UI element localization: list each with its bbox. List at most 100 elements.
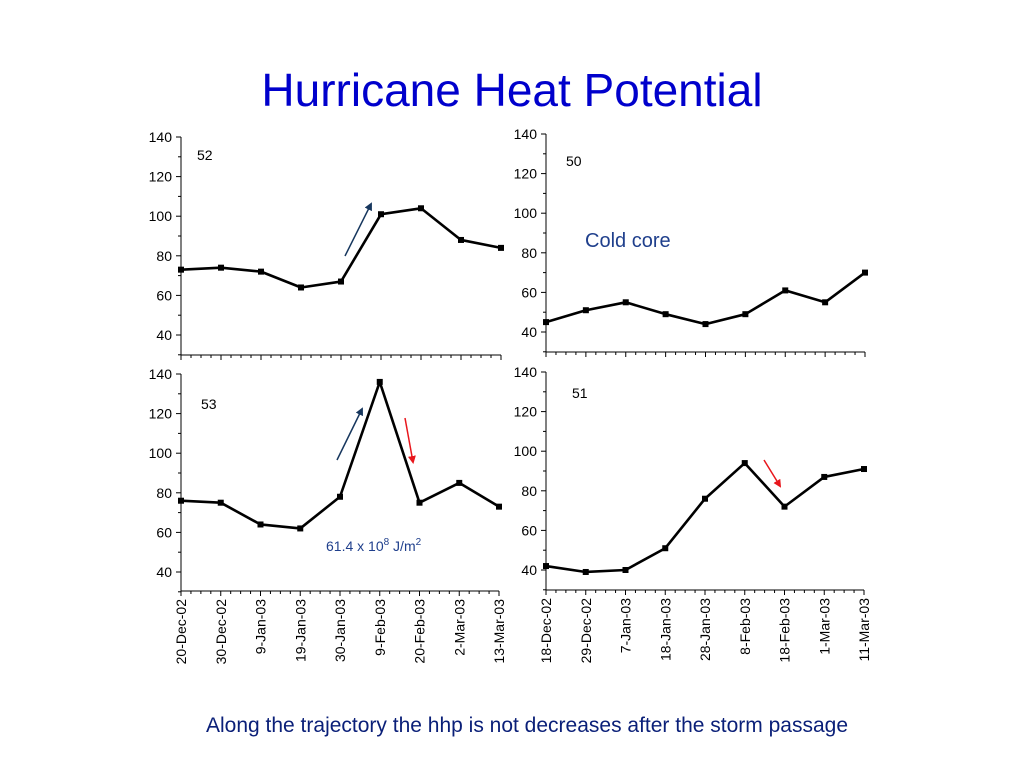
x-tick-label: 28-Jan-03: [697, 598, 713, 661]
slide-title: Hurricane Heat Potential: [261, 64, 763, 116]
x-tick-label: 18-Jan-03: [657, 598, 673, 661]
data-point: [702, 495, 708, 502]
data-point: [458, 236, 464, 243]
data-point: [416, 499, 423, 506]
y-tick-label: 40: [521, 562, 537, 578]
y-tick-label: 120: [149, 169, 173, 185]
data-point: [781, 503, 788, 510]
blue-up-arrow: [336, 407, 363, 461]
y-tick-label: 60: [156, 524, 172, 540]
y-tick-label: 120: [149, 406, 173, 422]
y-tick-label: 80: [156, 248, 172, 264]
panel-52: 40 60 80 100 120 140 52: [149, 129, 504, 360]
red-down-arrow: [763, 459, 782, 488]
series-line: [545, 461, 865, 574]
panel-label: 52: [197, 147, 213, 163]
panel-label: 51: [572, 385, 588, 401]
x-tick-label: 13-Mar-03: [491, 599, 507, 664]
data-point: [218, 264, 224, 271]
data-point: [178, 266, 184, 273]
x-tick-label: 2-Mar-03: [451, 599, 467, 656]
x-tick-label: 20-Dec-02: [173, 599, 189, 665]
x-tick-label: 29-Dec-02: [578, 598, 594, 664]
x-tick-label: 9-Feb-03: [372, 599, 388, 656]
data-point: [456, 479, 463, 486]
y-tick-label: 100: [514, 205, 538, 221]
data-point: [298, 284, 304, 291]
x-tick-label: 20-Feb-03: [412, 599, 428, 664]
x-tick-label: 7-Jan-03: [618, 598, 634, 653]
data-point: [582, 307, 589, 314]
data-point: [257, 521, 264, 528]
data-point: [258, 268, 264, 275]
data-point: [861, 466, 867, 473]
x-tick-label: 18-Feb-03: [777, 598, 793, 663]
y-tick-label: 60: [521, 284, 537, 300]
y-tick-label: 80: [521, 245, 537, 261]
panel-50: 40 60 80 100 120 140 50 Cold core: [514, 126, 868, 357]
energy-value: 61.4 x 10: [326, 538, 384, 554]
y-tick-label: 100: [149, 445, 173, 461]
red-down-arrow: [404, 417, 416, 464]
y-tick-label: 40: [156, 564, 172, 580]
data-point: [496, 503, 502, 510]
data-point: [622, 299, 629, 306]
y-tick-label: 100: [514, 443, 538, 459]
y-tick-label: 120: [514, 404, 538, 420]
x-tick-label: 30-Jan-03: [332, 599, 348, 662]
y-tick-label: 100: [149, 208, 173, 224]
data-point: [297, 525, 304, 532]
data-point: [376, 378, 383, 385]
y-tick-label: 120: [514, 166, 538, 182]
data-point: [178, 497, 184, 504]
energy-unit-exponent: 2: [416, 537, 422, 548]
y-tick-label: 40: [521, 324, 537, 340]
data-point: [498, 244, 504, 251]
x-tick-label: 18-Dec-02: [538, 598, 554, 664]
y-tick-label: 140: [149, 366, 173, 382]
slide-caption: Along the trajectory the hhp is not decr…: [205, 714, 849, 737]
y-tick-label: 60: [156, 287, 172, 303]
x-tick-label: 11-Mar-03: [856, 598, 872, 662]
data-point: [822, 299, 829, 306]
energy-exponent: 8: [384, 537, 390, 548]
data-point: [418, 205, 424, 212]
x-tick-label: 19-Jan-03: [292, 599, 308, 662]
x-tick-label: 30-Dec-02: [213, 599, 229, 665]
data-point: [337, 493, 343, 500]
data-point: [582, 568, 589, 575]
data-point: [741, 460, 748, 467]
data-point: [662, 311, 669, 318]
x-tick-label: 9-Jan-03: [253, 599, 269, 654]
energy-unit: J/m: [389, 538, 415, 554]
panel-label: 53: [201, 396, 217, 412]
data-point: [782, 287, 789, 294]
panel-label: 50: [566, 153, 582, 169]
data-point: [862, 269, 868, 276]
x-tick-label: 8-Feb-03: [737, 598, 753, 655]
data-point: [662, 545, 669, 552]
y-tick-label: 40: [156, 327, 172, 343]
y-tick-label: 140: [149, 129, 173, 145]
y-tick-label: 140: [514, 364, 538, 380]
cold-core-annotation: Cold core: [585, 230, 671, 252]
blue-up-arrow: [344, 202, 372, 257]
data-point: [543, 563, 549, 570]
data-point: [622, 567, 629, 573]
panel-53: 40 60 80 100 120 140 20-Dec-02 30-Dec-02 9-Jan-0…: [149, 366, 507, 664]
data-point: [702, 321, 709, 328]
data-point: [338, 278, 344, 285]
data-point: [378, 211, 384, 218]
series-line: [180, 206, 502, 289]
data-point: [543, 319, 549, 326]
panel-51: 40 60 80 100 120 140 18-Dec-02 29-Dec-02 7-Jan-0…: [514, 364, 872, 663]
data-point: [821, 473, 828, 480]
y-tick-label: 80: [156, 485, 172, 501]
y-tick-label: 140: [514, 126, 538, 142]
x-tick-label: 1-Mar-03: [816, 598, 832, 655]
energy-annotation: 61.4 x 108 J/m2: [326, 537, 422, 554]
y-tick-label: 60: [521, 522, 537, 538]
data-point: [742, 311, 749, 318]
y-tick-label: 80: [521, 483, 537, 499]
